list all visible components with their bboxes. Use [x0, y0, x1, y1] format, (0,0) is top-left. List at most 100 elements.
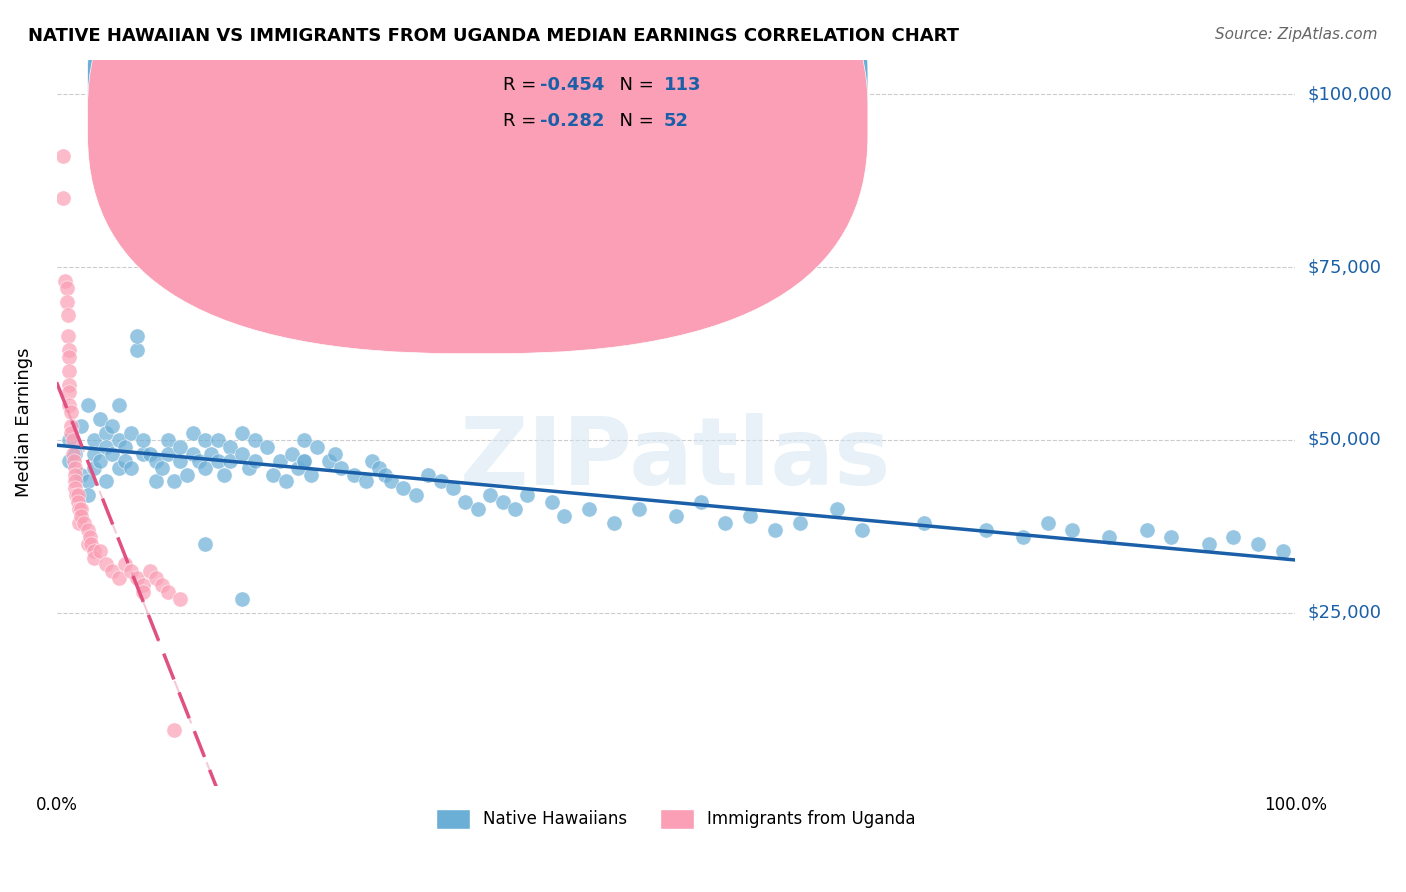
Point — [299, 467, 322, 482]
Point — [1011, 530, 1033, 544]
Point — [132, 447, 155, 461]
Point — [67, 502, 90, 516]
Point — [53, 274, 76, 288]
Point — [207, 454, 229, 468]
Point — [101, 419, 124, 434]
Point — [89, 543, 111, 558]
Point — [80, 537, 103, 551]
Text: R =: R = — [502, 112, 541, 130]
Point — [58, 384, 80, 399]
Point — [76, 488, 98, 502]
Text: R =: R = — [502, 76, 541, 94]
Point — [56, 329, 79, 343]
Point — [1247, 537, 1270, 551]
Point — [58, 433, 80, 447]
Point — [323, 447, 346, 461]
Point — [231, 592, 253, 607]
Point — [60, 426, 83, 441]
Text: N =: N = — [607, 112, 659, 130]
FancyBboxPatch shape — [434, 53, 756, 154]
Point — [63, 467, 86, 482]
Point — [76, 523, 98, 537]
Point — [269, 454, 291, 468]
Point — [55, 294, 77, 309]
Point — [689, 495, 711, 509]
Text: NATIVE HAWAIIAN VS IMMIGRANTS FROM UGANDA MEDIAN EARNINGS CORRELATION CHART: NATIVE HAWAIIAN VS IMMIGRANTS FROM UGAND… — [28, 27, 959, 45]
Point — [58, 364, 80, 378]
Point — [63, 460, 86, 475]
Point — [114, 440, 136, 454]
Point — [63, 482, 86, 496]
Point — [503, 502, 526, 516]
Point — [83, 447, 105, 461]
Text: $25,000: $25,000 — [1308, 604, 1382, 622]
Point — [1271, 543, 1294, 558]
Point — [83, 543, 105, 558]
Point — [974, 523, 997, 537]
Point — [200, 447, 222, 461]
Point — [330, 460, 353, 475]
Point — [107, 433, 129, 447]
Point — [491, 495, 513, 509]
Point — [219, 440, 242, 454]
Point — [114, 558, 136, 572]
Point — [367, 460, 389, 475]
Point — [56, 309, 79, 323]
Point — [578, 502, 600, 516]
Point — [318, 454, 340, 468]
Point — [127, 343, 149, 357]
Point — [76, 398, 98, 412]
Text: $50,000: $50,000 — [1308, 431, 1381, 449]
Point — [138, 447, 160, 461]
Point — [89, 412, 111, 426]
Point — [79, 530, 101, 544]
Point — [65, 488, 87, 502]
Point — [516, 488, 538, 502]
Text: N =: N = — [607, 76, 659, 94]
Point — [66, 495, 89, 509]
Point — [292, 454, 315, 468]
Point — [132, 578, 155, 592]
Point — [231, 426, 253, 441]
Point — [380, 475, 402, 489]
Point — [76, 475, 98, 489]
Text: $100,000: $100,000 — [1308, 85, 1392, 103]
Point — [740, 509, 762, 524]
Point — [851, 523, 873, 537]
Point — [212, 467, 235, 482]
Legend: Native Hawaiians, Immigrants from Uganda: Native Hawaiians, Immigrants from Uganda — [430, 802, 922, 836]
Text: 113: 113 — [664, 76, 702, 94]
Point — [603, 516, 626, 530]
Point — [157, 433, 180, 447]
Point — [62, 447, 84, 461]
Point — [70, 467, 93, 482]
Point — [274, 475, 297, 489]
Point — [912, 516, 935, 530]
Point — [169, 592, 191, 607]
Point — [66, 488, 89, 502]
Point — [83, 433, 105, 447]
Point — [96, 475, 118, 489]
Point — [63, 447, 86, 461]
Point — [169, 440, 191, 454]
Point — [60, 419, 83, 434]
Point — [127, 571, 149, 585]
Point — [825, 502, 848, 516]
Point — [163, 723, 186, 738]
Point — [194, 537, 217, 551]
Y-axis label: Median Earnings: Median Earnings — [15, 348, 32, 498]
Point — [62, 433, 84, 447]
Point — [96, 426, 118, 441]
Point — [256, 440, 278, 454]
Point — [114, 454, 136, 468]
Point — [89, 454, 111, 468]
Point — [96, 440, 118, 454]
Point — [627, 502, 650, 516]
Point — [58, 454, 80, 468]
Point — [70, 502, 93, 516]
Point — [405, 488, 427, 502]
Point — [101, 447, 124, 461]
Point — [63, 475, 86, 489]
Point — [145, 475, 167, 489]
Point — [120, 460, 142, 475]
